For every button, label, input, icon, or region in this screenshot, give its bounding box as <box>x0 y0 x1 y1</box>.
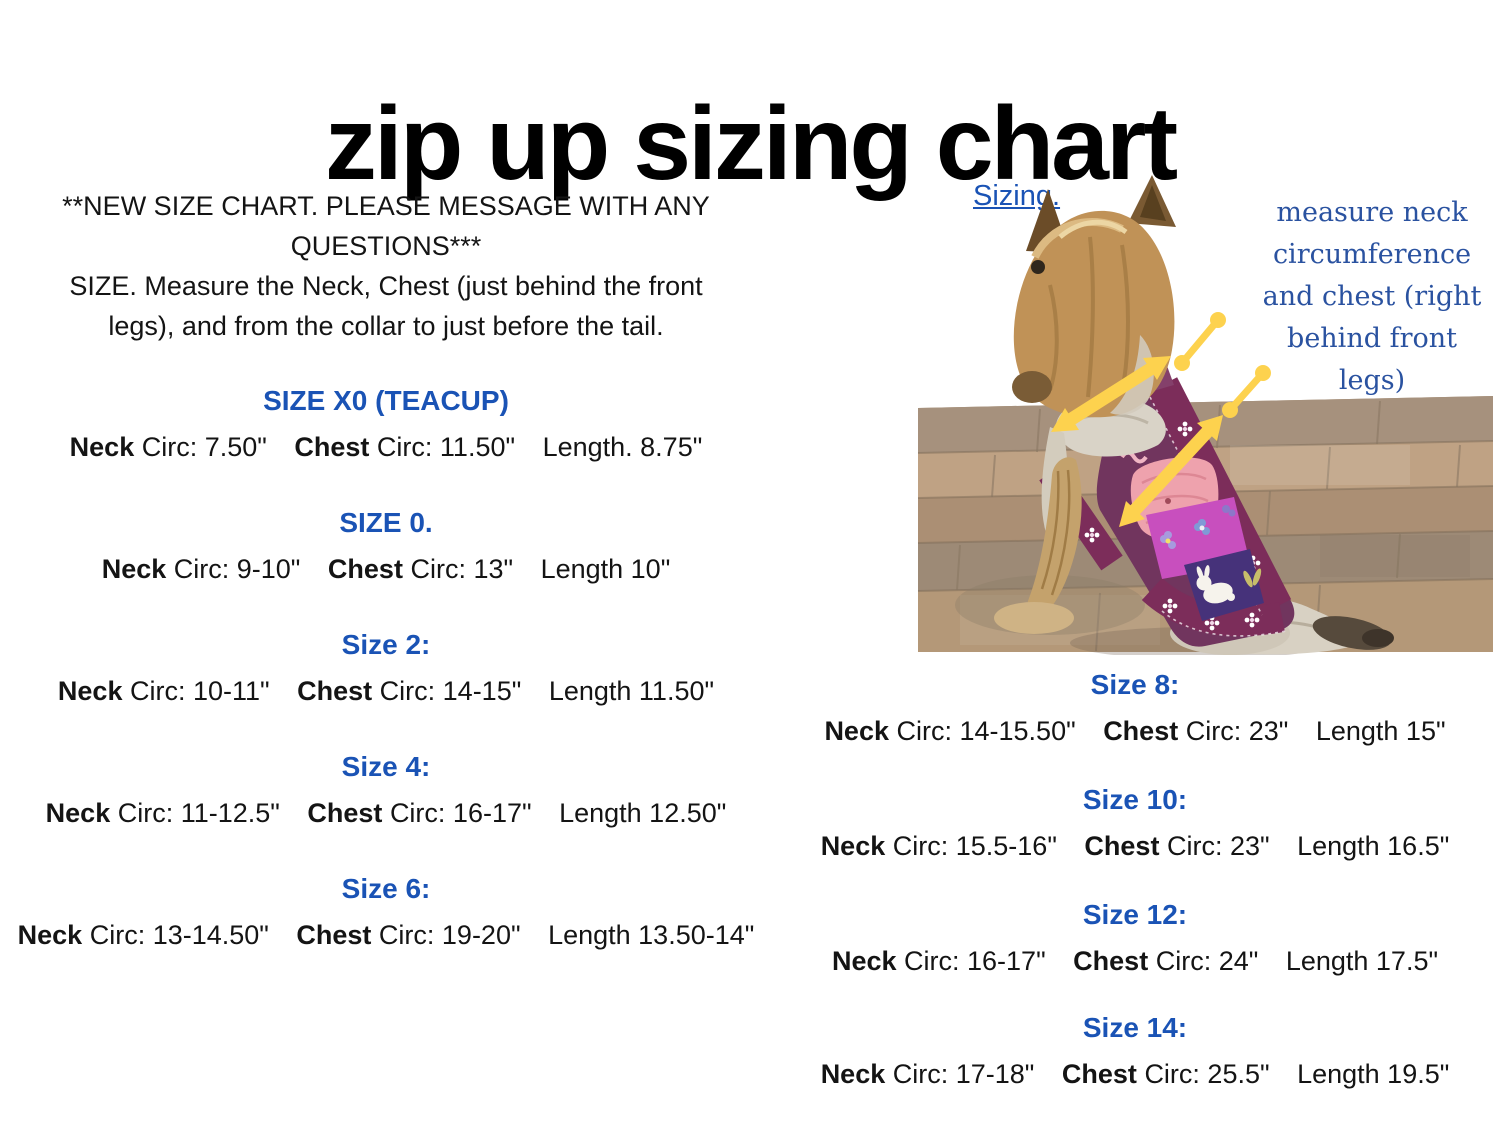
chest-value: Circ: 24" <box>1155 946 1259 976</box>
bunny-motif <box>1196 565 1235 604</box>
length-value: Length 15" <box>1315 716 1446 746</box>
size-measurements: Neck Circ: 13-14.50" Chest Circ: 19-20" … <box>8 914 764 956</box>
neck-value: Circ: 11-12.5" <box>117 798 280 828</box>
size-measurements: Neck Circ: 11-12.5" Chest Circ: 16-17" L… <box>8 792 764 834</box>
length-value: Length 12.50" <box>559 798 727 828</box>
neck-value: Circ: 17-18" <box>892 1059 1035 1089</box>
chest-label: Chest <box>307 798 383 828</box>
length-value: Length. 8.75" <box>542 432 703 462</box>
size-measurements: Neck Circ: 10-11" Chest Circ: 14-15" Len… <box>8 670 764 712</box>
chest-value: Circ: 14-15" <box>379 676 522 706</box>
chest-value: Circ: 25.5" <box>1144 1059 1270 1089</box>
pointer-line-neck <box>1174 312 1226 371</box>
neck-label: Neck <box>69 432 135 462</box>
neck-label: Neck <box>57 676 123 706</box>
neck-label: Neck <box>820 831 886 861</box>
chest-measure-arrow <box>1119 415 1223 527</box>
size-heading: Size 4: <box>341 751 431 782</box>
chest-value: Circ: 23" <box>1166 831 1270 861</box>
size-heading: Size 12: <box>1082 899 1188 930</box>
length-value: Length 19.5" <box>1297 1059 1450 1089</box>
size-section-0: SIZE 0. Neck Circ: 9-10" Chest Circ: 13"… <box>8 508 764 590</box>
annotation-line: behind front <box>1287 323 1457 354</box>
intro-line: legs), and from the collar to just befor… <box>108 311 664 341</box>
neck-label: Neck <box>831 946 897 976</box>
size-section-8: Size 8: Neck Circ: 14-15.50" Chest Circ:… <box>785 670 1485 752</box>
chest-label: Chest <box>1073 946 1149 976</box>
chest-label: Chest <box>1084 831 1160 861</box>
dog-head <box>1012 175 1176 418</box>
chest-label: Chest <box>296 920 372 950</box>
neck-label: Neck <box>17 920 83 950</box>
size-section-4: Size 4: Neck Circ: 11-12.5" Chest Circ: … <box>8 752 764 834</box>
neck-label: Neck <box>820 1059 886 1089</box>
neck-value: Circ: 14-15.50" <box>896 716 1076 746</box>
neck-value: Circ: 7.50" <box>141 432 267 462</box>
neck-value: Circ: 13-14.50" <box>89 920 269 950</box>
measure-annotation: measure neck circumference and chest (ri… <box>1252 192 1492 402</box>
length-value: Length 11.50" <box>548 676 715 706</box>
size-section-x0: SIZE X0 (TEACUP) Neck Circ: 7.50" Chest … <box>8 386 764 468</box>
neck-value: Circ: 10-11" <box>129 676 270 706</box>
size-heading: SIZE 0. <box>339 507 433 538</box>
neck-value: Circ: 15.5-16" <box>892 831 1057 861</box>
chest-value: Circ: 23" <box>1185 716 1289 746</box>
chest-label: Chest <box>1061 1059 1137 1089</box>
size-heading: SIZE X0 (TEACUP) <box>263 385 509 416</box>
intro-line: SIZE. Measure the Neck, Chest (just behi… <box>69 271 703 301</box>
size-heading: Size 10: <box>1082 784 1188 815</box>
size-section-6: Size 6: Neck Circ: 13-14.50" Chest Circ:… <box>8 874 764 956</box>
size-heading: Size 2: <box>341 629 431 660</box>
neck-value: Circ: 9-10" <box>173 554 301 584</box>
size-measurements: Neck Circ: 16-17" Chest Circ: 24" Length… <box>785 940 1485 982</box>
chest-label: Chest <box>1103 716 1179 746</box>
chest-label: Chest <box>294 432 370 462</box>
size-measurements: Neck Circ: 7.50" Chest Circ: 11.50" Leng… <box>8 426 764 468</box>
chest-label: Chest <box>327 554 403 584</box>
neck-measure-arrow <box>1051 356 1171 432</box>
pointer-line-chest <box>1222 365 1271 418</box>
sizing-photo <box>917 175 1494 655</box>
neck-label: Neck <box>45 798 111 828</box>
chest-value: Circ: 13" <box>410 554 514 584</box>
size-heading: Size 6: <box>341 873 431 904</box>
annotation-line: legs) <box>1338 365 1406 396</box>
neck-value: Circ: 16-17" <box>904 946 1046 976</box>
intro-line: **NEW SIZE CHART. PLEASE MESSAGE WITH AN… <box>62 191 710 221</box>
annotation-line: and chest (right <box>1262 281 1482 312</box>
annotation-line: circumference <box>1272 239 1472 270</box>
chest-value: Circ: 19-20" <box>378 920 521 950</box>
annotation-line: measure neck <box>1276 197 1468 228</box>
length-value: Length 13.50-14" <box>548 920 755 950</box>
size-section-2: Size 2: Neck Circ: 10-11" Chest Circ: 14… <box>8 630 764 712</box>
neck-label: Neck <box>824 716 889 746</box>
size-heading: Size 14: <box>1082 1012 1188 1043</box>
length-value: Length 16.5" <box>1297 831 1450 861</box>
size-measurements: Neck Circ: 15.5-16" Chest Circ: 23" Leng… <box>785 825 1485 867</box>
length-value: Length 10" <box>540 554 671 584</box>
size-heading: Size 8: <box>1090 669 1180 700</box>
length-value: Length 17.5" <box>1285 946 1439 976</box>
neck-label: Neck <box>101 554 167 584</box>
size-section-14: Size 14: Neck Circ: 17-18" Chest Circ: 2… <box>785 1013 1485 1095</box>
page-title: zip up sizing chart <box>324 85 1178 202</box>
chest-value: Circ: 16-17" <box>389 798 532 828</box>
chest-label: Chest <box>297 676 373 706</box>
size-section-10: Size 10: Neck Circ: 15.5-16" Chest Circ:… <box>785 785 1485 867</box>
size-measurements: Neck Circ: 14-15.50" Chest Circ: 23" Len… <box>785 710 1485 752</box>
size-section-12: Size 12: Neck Circ: 16-17" Chest Circ: 2… <box>785 900 1485 982</box>
size-measurements: Neck Circ: 17-18" Chest Circ: 25.5" Leng… <box>785 1053 1485 1095</box>
size-measurements: Neck Circ: 9-10" Chest Circ: 13" Length … <box>8 548 764 590</box>
intro-text: **NEW SIZE CHART. PLEASE MESSAGE WITH AN… <box>8 186 764 346</box>
chest-value: Circ: 11.50" <box>376 432 516 462</box>
intro-line: QUESTIONS*** <box>290 231 482 261</box>
